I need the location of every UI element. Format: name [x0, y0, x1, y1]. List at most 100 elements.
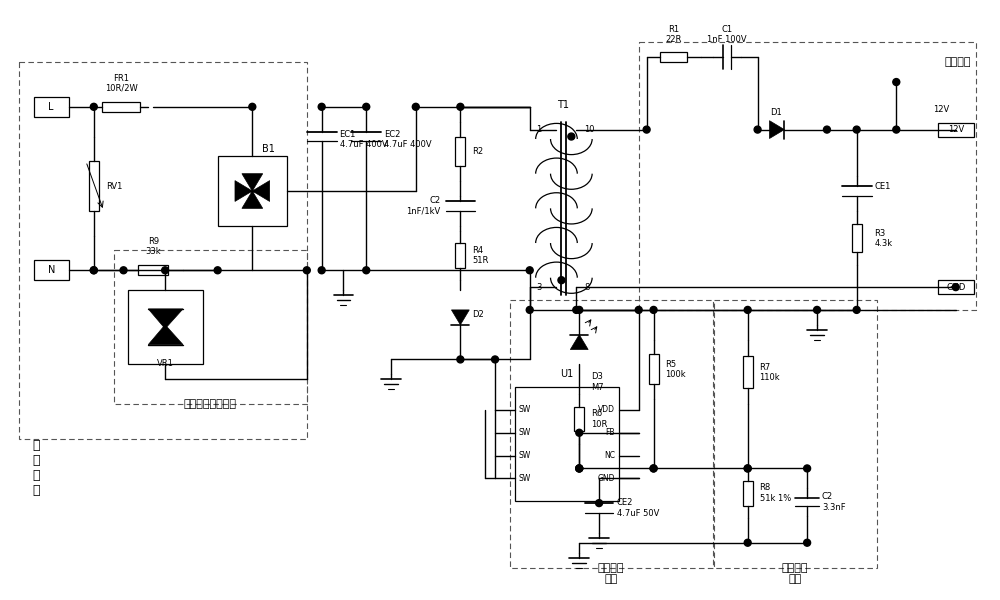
- Circle shape: [853, 307, 860, 313]
- Text: D2: D2: [472, 310, 484, 319]
- Text: 功率因数调节单元: 功率因数调节单元: [183, 399, 236, 409]
- Text: GND: GND: [946, 283, 965, 292]
- Text: C2
1nF/1kV: C2 1nF/1kV: [406, 196, 441, 215]
- Text: R3
4.3k: R3 4.3k: [875, 229, 893, 248]
- Circle shape: [744, 465, 751, 472]
- Text: 输出电路: 输出电路: [944, 57, 971, 67]
- Text: D1: D1: [771, 108, 782, 117]
- Circle shape: [318, 103, 325, 110]
- Circle shape: [526, 267, 533, 274]
- Text: R2: R2: [472, 147, 483, 156]
- Circle shape: [573, 307, 580, 313]
- Bar: [455, 137, 465, 166]
- Polygon shape: [148, 309, 183, 329]
- Text: SW: SW: [519, 451, 531, 460]
- Circle shape: [249, 103, 256, 110]
- Polygon shape: [148, 325, 183, 344]
- Bar: [89, 161, 99, 211]
- Bar: [19, 62, 307, 439]
- Bar: [515, 387, 619, 501]
- Circle shape: [823, 126, 830, 133]
- Polygon shape: [451, 310, 469, 325]
- Circle shape: [754, 126, 761, 133]
- Circle shape: [363, 103, 370, 110]
- Circle shape: [318, 267, 325, 274]
- Text: L: L: [48, 102, 54, 112]
- Text: VR1: VR1: [157, 359, 174, 368]
- Circle shape: [596, 500, 603, 506]
- Circle shape: [576, 429, 583, 436]
- Text: U1: U1: [560, 369, 574, 379]
- Text: FB: FB: [605, 428, 615, 437]
- Text: R6
10R: R6 10R: [591, 409, 608, 428]
- Text: GND: GND: [597, 474, 615, 483]
- Text: SW: SW: [519, 406, 531, 415]
- Circle shape: [744, 465, 751, 472]
- Bar: [743, 356, 753, 388]
- Text: VDD: VDD: [598, 406, 615, 415]
- Bar: [455, 243, 465, 268]
- Bar: [114, 250, 307, 404]
- Text: SW: SW: [519, 428, 531, 437]
- Polygon shape: [242, 173, 263, 191]
- Text: C1
1nF 100V: C1 1nF 100V: [707, 25, 747, 44]
- Circle shape: [492, 356, 499, 363]
- Text: B1: B1: [262, 145, 275, 154]
- Text: SW: SW: [519, 474, 531, 483]
- Circle shape: [90, 103, 97, 110]
- Text: 10: 10: [584, 125, 595, 134]
- Bar: [938, 122, 974, 137]
- Circle shape: [457, 103, 464, 110]
- Text: R1
22R: R1 22R: [665, 25, 682, 44]
- Text: CE2
4.7uF 50V: CE2 4.7uF 50V: [617, 499, 659, 518]
- Bar: [218, 157, 287, 226]
- Circle shape: [90, 267, 97, 274]
- Text: 电压转换
单元: 电压转换 单元: [598, 563, 624, 584]
- Circle shape: [650, 465, 657, 472]
- Text: R8
51k 1%: R8 51k 1%: [760, 484, 791, 503]
- Circle shape: [576, 465, 583, 472]
- Text: 输
入
电
路: 输 入 电 路: [32, 439, 40, 497]
- Bar: [639, 43, 976, 310]
- Text: CE1: CE1: [875, 182, 891, 191]
- Text: 3: 3: [536, 283, 542, 292]
- Circle shape: [303, 267, 310, 274]
- Text: N: N: [48, 265, 55, 275]
- Circle shape: [643, 126, 650, 133]
- Circle shape: [576, 307, 583, 313]
- Circle shape: [744, 307, 751, 313]
- Text: T1: T1: [557, 100, 569, 110]
- Circle shape: [568, 133, 575, 140]
- Circle shape: [814, 307, 821, 313]
- Circle shape: [363, 267, 370, 274]
- Bar: [510, 300, 713, 568]
- Circle shape: [650, 465, 657, 472]
- Text: RV1: RV1: [106, 182, 122, 191]
- Text: 8: 8: [584, 283, 590, 292]
- Circle shape: [853, 126, 860, 133]
- Circle shape: [558, 277, 565, 284]
- Bar: [34, 97, 69, 117]
- Text: EC1
4.7uF 400V: EC1 4.7uF 400V: [340, 130, 387, 149]
- Circle shape: [526, 307, 533, 313]
- Text: R4
51R: R4 51R: [472, 246, 489, 265]
- Text: NC: NC: [604, 451, 615, 460]
- Bar: [938, 280, 974, 294]
- Circle shape: [804, 465, 811, 472]
- Circle shape: [635, 307, 642, 313]
- Text: C2
3.3nF: C2 3.3nF: [822, 493, 846, 512]
- Circle shape: [744, 539, 751, 546]
- Text: R9
33k: R9 33k: [145, 237, 161, 256]
- Bar: [852, 224, 862, 252]
- Bar: [138, 265, 168, 275]
- Polygon shape: [242, 191, 263, 208]
- Circle shape: [214, 267, 221, 274]
- Bar: [649, 355, 659, 384]
- Bar: [714, 300, 877, 568]
- Circle shape: [893, 79, 900, 86]
- Circle shape: [576, 465, 583, 472]
- Circle shape: [457, 356, 464, 363]
- Circle shape: [90, 267, 97, 274]
- Bar: [102, 102, 140, 112]
- Circle shape: [650, 307, 657, 313]
